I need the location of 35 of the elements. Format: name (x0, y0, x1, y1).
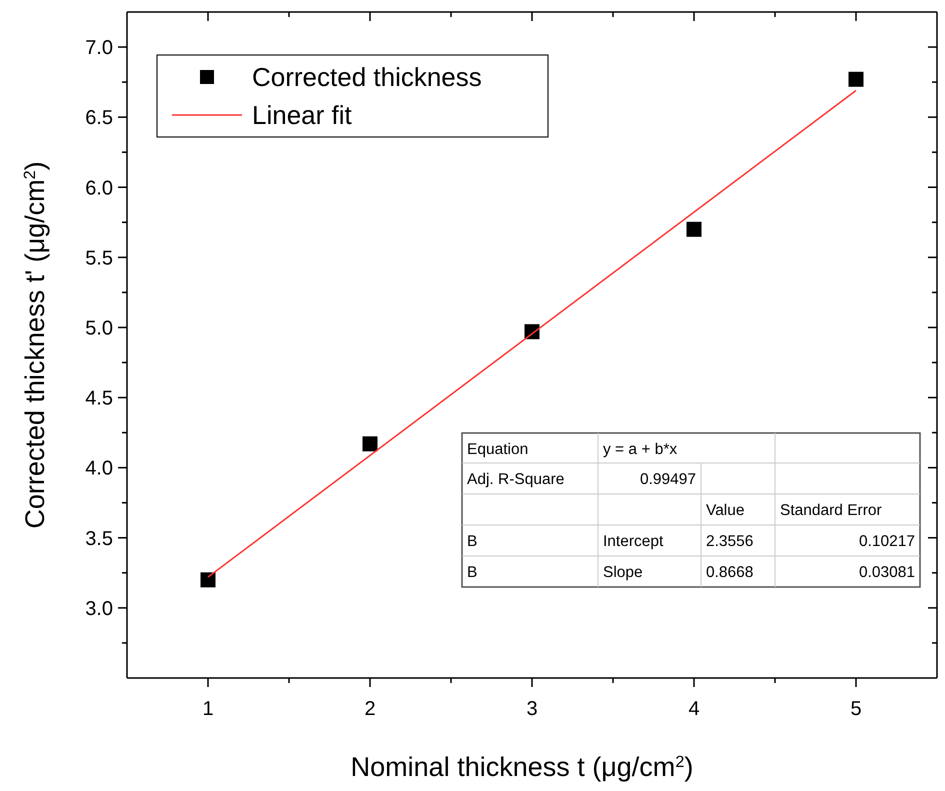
point (200, 572, 216, 588)
x-tick-label: 1 (202, 698, 214, 720)
x-tick-label: 4 (688, 698, 700, 720)
legend-label: Linear fit (252, 100, 352, 130)
y-tick-label: 6.5 (85, 107, 113, 130)
y-tick-label: 5.0 (85, 317, 113, 340)
annotation: Intercept (603, 533, 664, 550)
legend-label: Corrected thickness (252, 62, 482, 92)
annotation: Adj. R-Square (467, 471, 564, 488)
annotation: Standard Error (780, 502, 882, 519)
y-tick-label: 4.0 (85, 458, 113, 480)
y-tick-label: 4.5 (85, 388, 113, 410)
y-tick-label: 6.0 (85, 177, 113, 200)
point (362, 436, 378, 452)
x-axis-title: Nominal thickness t (μg/cm$^{2}$) (350, 752, 694, 782)
x-tick-label: 5 (850, 698, 862, 720)
annotation: 0.99497 (640, 471, 696, 488)
y-tick-label: 5.5 (85, 247, 113, 270)
annotation: 0.03081 (858, 564, 915, 581)
annotation: B (467, 564, 478, 581)
point (848, 72, 864, 87)
annotation: 2.3556 (706, 533, 754, 550)
annotation: Equation (467, 441, 528, 458)
annotation: y = a + b*x (603, 441, 678, 458)
y-tick-label: 3.5 (85, 528, 113, 550)
y-tick-label: 7.0 (85, 37, 113, 60)
annotation: Slope (603, 564, 643, 581)
y-tick-label: 3.0 (85, 598, 113, 620)
annotation: Value (706, 502, 744, 519)
x-tick-label: 2 (364, 698, 376, 720)
annotation: 0.10217 (858, 533, 915, 550)
annotation: B (467, 533, 478, 550)
annotation: 0.8668 (706, 564, 754, 581)
point (686, 222, 702, 237)
x-tick-label: 3 (526, 698, 538, 720)
